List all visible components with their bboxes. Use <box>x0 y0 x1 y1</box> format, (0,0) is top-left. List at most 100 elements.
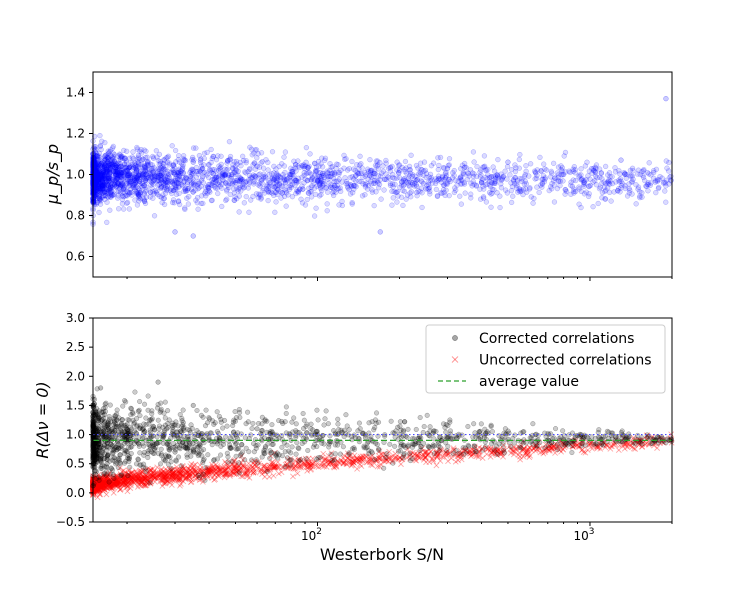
top-data-point <box>547 184 554 190</box>
top-data-point <box>106 188 112 194</box>
top-data-point <box>508 180 514 186</box>
top-data-point <box>99 170 105 176</box>
corrected-point <box>494 451 500 457</box>
top-data-point <box>366 172 373 178</box>
top-data-point <box>663 96 669 102</box>
top-data-point <box>307 189 313 195</box>
top-data-point <box>645 188 651 194</box>
top-data-point <box>423 170 429 176</box>
top-data-point <box>185 186 191 192</box>
top-data-point <box>182 206 188 213</box>
top-data-point <box>99 186 105 192</box>
top-data-point <box>246 181 252 187</box>
top-data-point <box>455 178 461 184</box>
top-data-point <box>473 183 480 189</box>
top-data-point <box>232 180 239 186</box>
top-data-point <box>172 229 178 235</box>
top-data-point <box>550 178 557 184</box>
top-data-point <box>653 190 659 196</box>
top-data-point <box>288 171 294 178</box>
top-data-point <box>140 156 146 162</box>
top-data-point <box>111 158 117 165</box>
top-data-point <box>126 206 132 212</box>
top-data-point <box>562 149 569 156</box>
top-data-point <box>148 179 155 185</box>
top-data-point <box>233 172 239 178</box>
top-data-point <box>530 200 536 206</box>
top-data-point <box>294 188 300 195</box>
top-data-point <box>163 179 169 185</box>
top-data-point <box>169 179 175 185</box>
top-data-point <box>113 168 119 175</box>
top-data-point <box>106 174 112 181</box>
top-data-point <box>117 189 124 195</box>
top-data-point <box>289 178 295 184</box>
top-data-point <box>103 166 109 173</box>
corrected-point <box>301 417 307 423</box>
top-data-point <box>106 161 112 167</box>
top-data-point <box>186 194 192 200</box>
uncorrected-point <box>354 465 361 472</box>
top-data-point <box>108 153 114 159</box>
corrected-point <box>555 446 561 452</box>
top-data-point <box>95 166 102 172</box>
top-data-point <box>138 161 144 168</box>
top-data-point <box>140 175 147 181</box>
top-data-point <box>532 176 538 182</box>
top-data-point <box>133 177 139 183</box>
top-data-point <box>266 172 272 178</box>
top-data-point <box>435 166 441 173</box>
top-data-point <box>523 186 529 192</box>
top-data-point <box>551 182 558 188</box>
top-data-point <box>125 176 131 183</box>
top-data-point <box>423 186 429 192</box>
top-data-point <box>195 206 201 212</box>
top-data-point <box>188 176 194 182</box>
top-data-point <box>437 154 444 161</box>
top-data-point <box>151 213 158 219</box>
corrected-point <box>120 403 126 409</box>
top-data-point <box>399 182 405 188</box>
top-data-point <box>541 161 547 167</box>
corrected-point <box>293 421 299 427</box>
top-data-point <box>301 170 307 176</box>
top-data-point <box>172 147 179 154</box>
top-data-point <box>238 178 244 184</box>
top-data-point <box>336 169 342 176</box>
top-data-point <box>356 178 362 184</box>
top-data-point <box>158 183 164 189</box>
top-data-point <box>94 170 100 177</box>
top-data-point <box>156 166 163 172</box>
top-data-point <box>141 182 147 189</box>
top-data-point <box>149 180 155 186</box>
top-data-point <box>115 193 122 199</box>
top-data-point <box>573 177 579 184</box>
top-data-point <box>246 209 252 215</box>
corrected-point <box>220 425 226 431</box>
top-data-point <box>96 176 102 183</box>
top-data-point <box>101 160 107 166</box>
top-data-point <box>226 172 232 178</box>
top-data-point <box>581 191 588 197</box>
top-data-point <box>204 149 210 156</box>
top-data-point <box>200 200 206 207</box>
uncorrected-point <box>290 473 296 480</box>
top-data-point <box>315 173 321 179</box>
top-data-point <box>254 155 260 161</box>
top-data-point <box>396 162 403 168</box>
top-data-point <box>561 153 567 159</box>
top-data-point <box>402 158 409 165</box>
top-data-point <box>371 203 377 209</box>
top-data-point <box>418 185 425 191</box>
top-data-point <box>104 219 110 226</box>
top-data-point <box>334 161 340 167</box>
top-data-point <box>190 233 196 239</box>
top-data-point <box>387 168 394 174</box>
top-data-point <box>595 200 601 207</box>
top-data-point <box>554 185 561 192</box>
top-data-point <box>502 168 508 174</box>
top-data-point <box>647 182 653 189</box>
top-data-point <box>119 193 126 199</box>
top-data-point <box>508 187 515 194</box>
top-data-point <box>143 194 150 200</box>
